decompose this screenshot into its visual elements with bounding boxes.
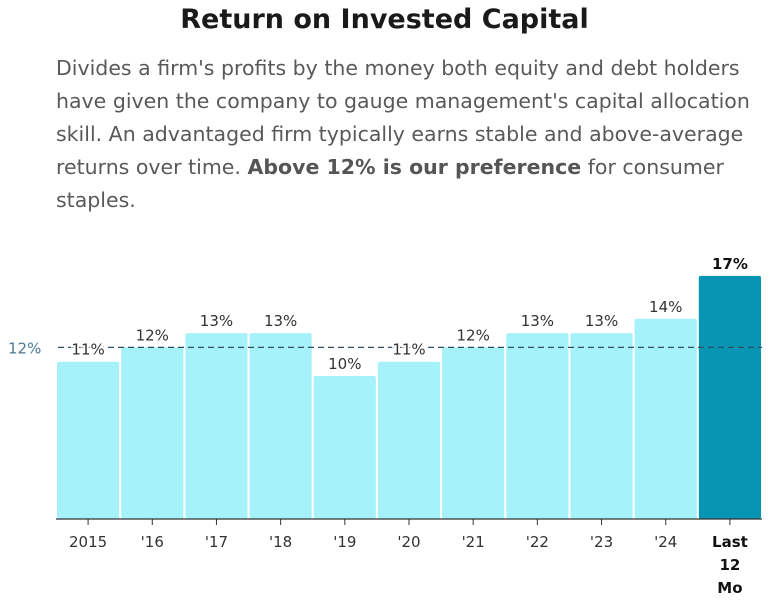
x-tick-label-8: '23 bbox=[590, 533, 613, 551]
bar-4 bbox=[313, 376, 376, 519]
reference-line-label: 12% bbox=[8, 339, 41, 357]
chart-description: Divides a firm's profits by the money bo… bbox=[56, 52, 768, 217]
value-label-0: 11% bbox=[71, 341, 104, 359]
value-label-5: 11% bbox=[392, 341, 425, 359]
bar-3 bbox=[249, 333, 312, 519]
bar-10 bbox=[698, 275, 761, 519]
value-label-6: 12% bbox=[457, 326, 490, 344]
x-tick-label-0: 2015 bbox=[69, 533, 107, 551]
bar-9 bbox=[634, 318, 697, 519]
x-tick-label-6: '21 bbox=[462, 533, 485, 551]
x-tick-label-3: '18 bbox=[269, 533, 292, 551]
bar-0 bbox=[57, 361, 120, 519]
bar-7 bbox=[506, 333, 569, 519]
bar-2 bbox=[185, 333, 248, 519]
description-emphasis: Above 12% is our preference bbox=[247, 155, 582, 179]
value-label-8: 13% bbox=[585, 312, 618, 330]
value-label-9: 14% bbox=[649, 298, 682, 316]
value-label-10: 17% bbox=[712, 255, 748, 273]
x-tick-label-10: Last 12 Mo bbox=[712, 533, 748, 597]
value-label-3: 13% bbox=[264, 312, 297, 330]
x-tick-label-2: '17 bbox=[205, 533, 228, 551]
bar-8 bbox=[570, 333, 633, 519]
x-tick-label-9: '24 bbox=[654, 533, 677, 551]
bar-5 bbox=[377, 361, 441, 519]
x-tick-label-7: '22 bbox=[526, 533, 549, 551]
description-text-end: for consumer staples. bbox=[56, 155, 724, 212]
value-label-2: 13% bbox=[200, 312, 233, 330]
bar-6 bbox=[442, 347, 505, 519]
value-label-7: 13% bbox=[521, 312, 554, 330]
x-tick-label-5: '20 bbox=[397, 533, 420, 551]
value-label-4: 10% bbox=[328, 355, 361, 373]
x-tick-label-1: '16 bbox=[141, 533, 164, 551]
description-text: Divides a firm's profits by the money bo… bbox=[56, 56, 750, 179]
chart-title: Return on Invested Capital bbox=[180, 4, 589, 35]
x-tick-label-4: '19 bbox=[333, 533, 356, 551]
bar-1 bbox=[121, 347, 184, 519]
value-label-1: 12% bbox=[136, 326, 169, 344]
